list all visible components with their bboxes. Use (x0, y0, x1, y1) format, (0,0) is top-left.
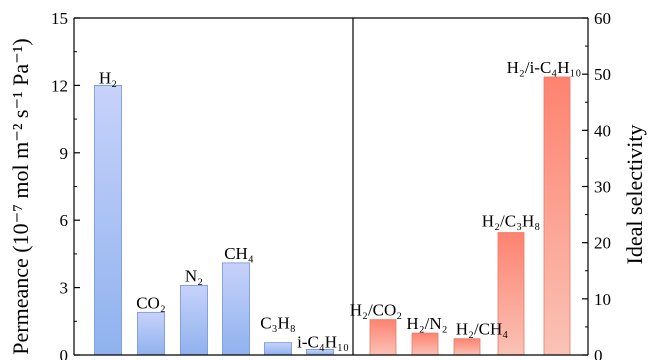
bar-label-left-3: CH₄ (224, 244, 254, 263)
right-tick-label-0: 0 (594, 346, 603, 360)
left-tick-label-1: 3 (60, 279, 69, 298)
right-tick-label-4: 40 (594, 121, 611, 140)
right-tick-label-3: 30 (594, 178, 611, 197)
bar-left-4 (264, 342, 292, 356)
right-tick-label-6: 60 (594, 9, 611, 28)
bar-left-1 (137, 311, 165, 356)
bar-label-left-1: CO₂ (136, 293, 166, 312)
axes-group (73, 17, 589, 356)
bar-right-0 (369, 319, 397, 356)
bar-left-0 (94, 85, 122, 356)
right-axis-title: Ideal selectivity (622, 125, 647, 265)
right-tick-label-5: 50 (594, 65, 611, 84)
bar-label-right-0: H₂/CO₂ (350, 301, 402, 320)
bar-right-3 (497, 232, 525, 356)
bar-left-2 (180, 284, 208, 356)
bar-right-4 (543, 76, 571, 356)
bar-right-1 (411, 332, 439, 356)
bar-label-right-1: H₂/N₂ (406, 314, 447, 333)
bar-label-left-0: H₂ (99, 68, 117, 87)
bar-label-right-3: H₂/C₃H₈ (482, 212, 540, 231)
left-tick-label-3: 9 (60, 144, 69, 163)
bar-label-left-4: C₃H₈ (260, 314, 296, 333)
left-tick-label-2: 6 (60, 211, 69, 230)
left-tick-label-4: 12 (51, 76, 68, 95)
left-tick-label-0: 0 (60, 346, 69, 360)
bar-left-3 (222, 262, 250, 356)
bar-label-left-5: i-C₄H₁₀ (297, 332, 349, 351)
right-tick-label-2: 20 (594, 234, 611, 253)
bar-label-right-4: H₂/i-C₄H₁₀ (507, 58, 582, 77)
left-tick-label-5: 15 (51, 9, 68, 28)
bar-label-left-2: N₂ (185, 266, 203, 285)
bar-right-2 (453, 338, 481, 356)
left-bars-group (94, 85, 334, 356)
right-tick-label-1: 10 (594, 290, 611, 309)
right-bars-group (369, 76, 571, 356)
bar-label-right-2: H₂/CH₄ (456, 320, 509, 339)
left-axis-title: Permeance (10⁻⁷ mol m⁻² s⁻¹ Pa⁻¹) (8, 38, 33, 354)
